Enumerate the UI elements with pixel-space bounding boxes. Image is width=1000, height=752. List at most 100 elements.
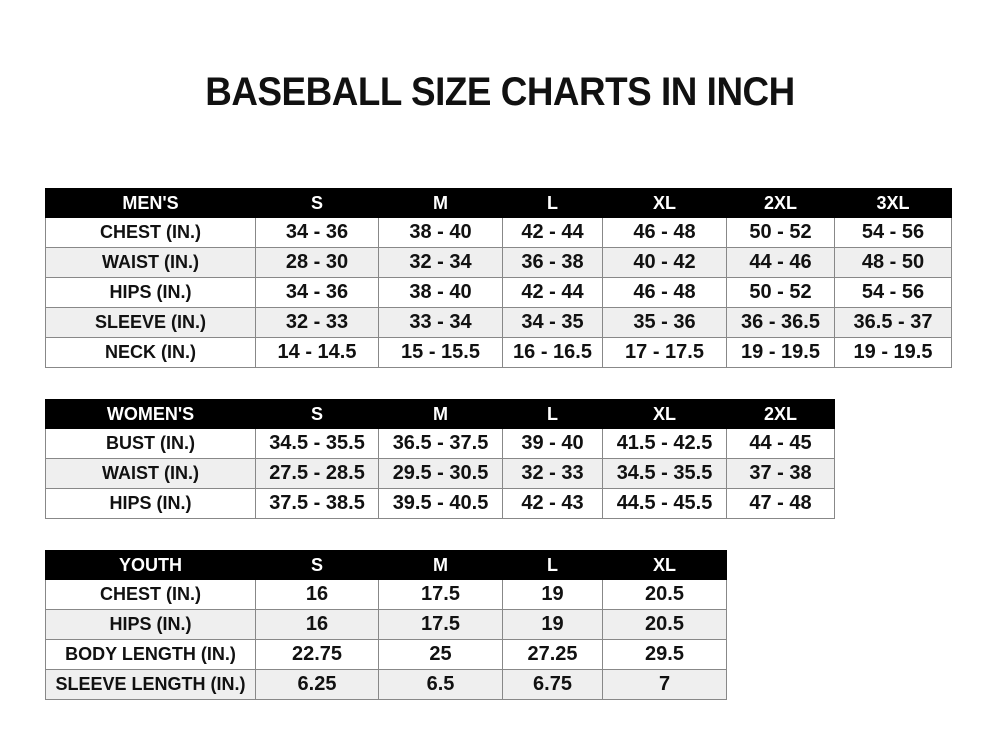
size-header: M (378, 188, 503, 218)
table-row: WAIST (IN.) 27.5 - 28.5 29.5 - 30.5 32 - 33… (45, 458, 835, 489)
size-value: 42 - 43 (502, 488, 603, 519)
size-value: 29.5 (602, 639, 727, 670)
size-value: 14 - 14.5 (255, 337, 379, 368)
category-header: YOUTH (45, 550, 256, 580)
size-value: 32 - 33 (502, 458, 603, 489)
size-header: XL (602, 399, 727, 429)
table-row: CHEST (IN.) 34 - 36 38 - 40 42 - 44 46 - 48 5… (45, 217, 952, 248)
measurement-label: SLEEVE LENGTH (IN.) (45, 669, 256, 700)
size-value: 42 - 44 (502, 217, 603, 248)
size-value: 46 - 48 (602, 277, 727, 308)
size-value: 29.5 - 30.5 (378, 458, 503, 489)
size-header: L (502, 188, 603, 218)
size-value: 47 - 48 (726, 488, 835, 519)
size-value: 17 - 17.5 (602, 337, 727, 368)
womens-size-table: WOMEN'S S M L XL 2XL BUST (IN.) 34.5 - 35.5 36.5… (45, 399, 835, 519)
size-header: 2XL (726, 399, 835, 429)
size-value: 27.25 (502, 639, 603, 670)
size-value: 36 - 38 (502, 247, 603, 278)
table-row: HIPS (IN.) 34 - 36 38 - 40 42 - 44 46 - 48 50… (45, 277, 952, 308)
table-row: SLEEVE (IN.) 32 - 33 33 - 34 34 - 35 35 - 36… (45, 307, 952, 338)
measurement-label: CHEST (IN.) (45, 217, 256, 248)
size-value: 6.25 (255, 669, 379, 700)
size-value: 37.5 - 38.5 (255, 488, 379, 519)
table-row: HIPS (IN.) 37.5 - 38.5 39.5 - 40.5 42 - 43 4… (45, 488, 835, 519)
header-row: MEN'S S M L XL 2XL 3XL (45, 188, 952, 218)
table-row: NECK (IN.) 14 - 14.5 15 - 15.5 16 - 16.5 17 … (45, 337, 952, 368)
size-value: 50 - 52 (726, 277, 835, 308)
size-value: 54 - 56 (834, 217, 952, 248)
measurement-label: CHEST (IN.) (45, 579, 256, 610)
size-header: L (502, 399, 603, 429)
size-value: 48 - 50 (834, 247, 952, 278)
size-value: 39.5 - 40.5 (378, 488, 503, 519)
size-header: S (255, 550, 379, 580)
size-value: 36.5 - 37.5 (378, 428, 503, 459)
size-value: 27.5 - 28.5 (255, 458, 379, 489)
size-value: 54 - 56 (834, 277, 952, 308)
size-value: 44 - 45 (726, 428, 835, 459)
size-value: 50 - 52 (726, 217, 835, 248)
size-value: 46 - 48 (602, 217, 727, 248)
youth-size-table: YOUTH S M L XL CHEST (IN.) 16 17.5 19 20.5 HIPS (I… (45, 550, 727, 700)
mens-size-table: MEN'S S M L XL 2XL 3XL CHEST (IN.) 34 - 36 38 - 4… (45, 188, 952, 368)
size-value: 25 (378, 639, 503, 670)
size-value: 20.5 (602, 579, 727, 610)
size-value: 40 - 42 (602, 247, 727, 278)
size-value: 32 - 33 (255, 307, 379, 338)
size-value: 17.5 (378, 609, 503, 640)
size-value: 35 - 36 (602, 307, 727, 338)
size-value: 34.5 - 35.5 (255, 428, 379, 459)
table-row: HIPS (IN.) 16 17.5 19 20.5 (45, 609, 727, 640)
size-value: 41.5 - 42.5 (602, 428, 727, 459)
table-row: WAIST (IN.) 28 - 30 32 - 34 36 - 38 40 - 42 4… (45, 247, 952, 278)
size-header: XL (602, 550, 727, 580)
category-header: WOMEN'S (45, 399, 256, 429)
measurement-label: WAIST (IN.) (45, 247, 256, 278)
size-value: 38 - 40 (378, 217, 503, 248)
size-header: L (502, 550, 603, 580)
size-value: 19 - 19.5 (726, 337, 835, 368)
size-value: 19 (502, 579, 603, 610)
size-value: 34 - 36 (255, 217, 379, 248)
category-header: MEN'S (45, 188, 256, 218)
size-value: 36.5 - 37 (834, 307, 952, 338)
size-header: S (255, 399, 379, 429)
size-value: 17.5 (378, 579, 503, 610)
size-value: 6.5 (378, 669, 503, 700)
measurement-label: NECK (IN.) (45, 337, 256, 368)
measurement-label: SLEEVE (IN.) (45, 307, 256, 338)
size-value: 33 - 34 (378, 307, 503, 338)
size-value: 44.5 - 45.5 (602, 488, 727, 519)
size-header: 3XL (834, 188, 952, 218)
size-header: 2XL (726, 188, 835, 218)
size-value: 16 (255, 579, 379, 610)
measurement-label: BUST (IN.) (45, 428, 256, 459)
table-row: CHEST (IN.) 16 17.5 19 20.5 (45, 579, 727, 610)
size-value: 28 - 30 (255, 247, 379, 278)
size-value: 6.75 (502, 669, 603, 700)
size-header: M (378, 399, 503, 429)
size-value: 34 - 36 (255, 277, 379, 308)
size-value: 34.5 - 35.5 (602, 458, 727, 489)
size-header: XL (602, 188, 727, 218)
measurement-label: HIPS (IN.) (45, 488, 256, 519)
size-value: 22.75 (255, 639, 379, 670)
size-value: 32 - 34 (378, 247, 503, 278)
table-row: BUST (IN.) 34.5 - 35.5 36.5 - 37.5 39 - 40 4… (45, 428, 835, 459)
size-value: 37 - 38 (726, 458, 835, 489)
size-value: 42 - 44 (502, 277, 603, 308)
size-value: 16 - 16.5 (502, 337, 603, 368)
measurement-label: HIPS (IN.) (45, 277, 256, 308)
size-header: M (378, 550, 503, 580)
size-value: 19 (502, 609, 603, 640)
size-value: 39 - 40 (502, 428, 603, 459)
size-value: 38 - 40 (378, 277, 503, 308)
size-value: 34 - 35 (502, 307, 603, 338)
table-row: BODY LENGTH (IN.) 22.75 25 27.25 29.5 (45, 639, 727, 670)
size-value: 36 - 36.5 (726, 307, 835, 338)
measurement-label: WAIST (IN.) (45, 458, 256, 489)
size-value: 20.5 (602, 609, 727, 640)
size-value: 16 (255, 609, 379, 640)
page-title: BASEBALL SIZE CHARTS IN INCH (205, 70, 795, 114)
